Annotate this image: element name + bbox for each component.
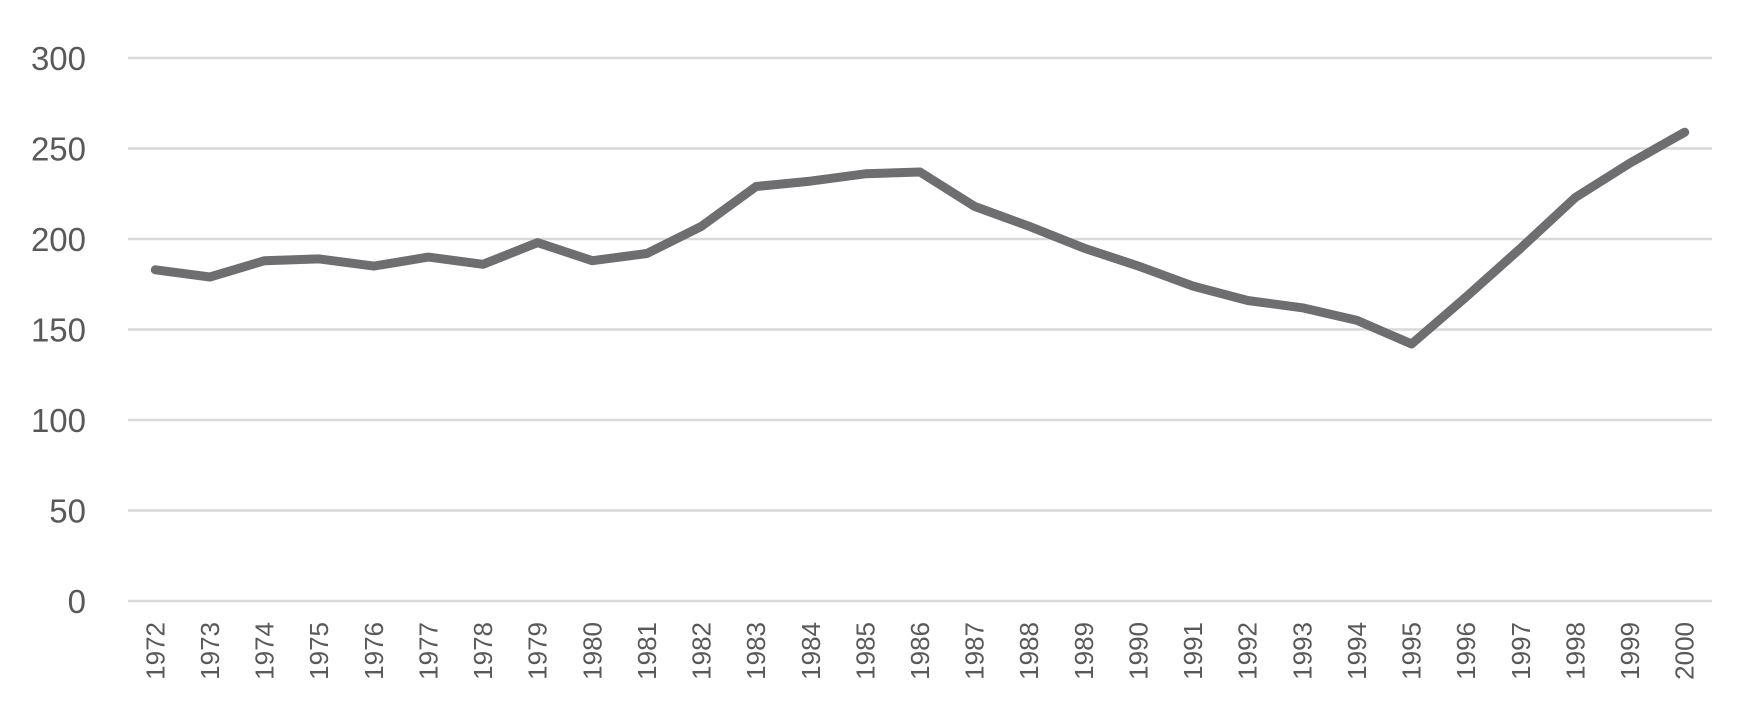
x-tick-label: 1981 bbox=[632, 622, 662, 680]
x-tick-label: 1977 bbox=[413, 622, 443, 680]
x-tick-label: 2000 bbox=[1670, 622, 1700, 680]
x-tick-label: 1990 bbox=[1123, 622, 1153, 680]
x-tick-label: 1978 bbox=[468, 622, 498, 680]
x-tick-label: 1992 bbox=[1233, 622, 1263, 680]
y-tick-label: 300 bbox=[31, 40, 86, 77]
x-tick-label: 1985 bbox=[850, 622, 880, 680]
x-tick-label: 1982 bbox=[687, 622, 717, 680]
x-tick-label: 1983 bbox=[741, 622, 771, 680]
x-tick-label: 1993 bbox=[1287, 622, 1317, 680]
y-tick-label: 150 bbox=[31, 312, 86, 349]
x-tick-label: 1974 bbox=[250, 622, 280, 680]
x-tick-label: 1988 bbox=[1014, 622, 1044, 680]
x-tick-label: 1980 bbox=[577, 622, 607, 680]
x-tick-label: 1991 bbox=[1178, 622, 1208, 680]
x-tick-label: 1975 bbox=[304, 622, 334, 680]
x-tick-label: 1973 bbox=[195, 622, 225, 680]
x-tick-label: 1976 bbox=[359, 622, 389, 680]
x-tick-label: 1997 bbox=[1506, 622, 1536, 680]
series bbox=[150, 127, 1690, 349]
gridlines bbox=[128, 56, 1712, 603]
y-tick-label: 0 bbox=[68, 583, 86, 620]
x-tick-label: 1987 bbox=[960, 622, 990, 680]
x-tick-label: 1979 bbox=[523, 622, 553, 680]
x-axis: 1972 1973 1974 1975 1976 1977 1978 1979 1980 1981… bbox=[140, 622, 1699, 680]
x-tick-label: 1984 bbox=[796, 622, 826, 680]
x-tick-label: 1999 bbox=[1615, 622, 1645, 680]
x-tick-label: 1972 bbox=[140, 622, 170, 680]
y-axis: 0 50 100 150 200 250 300 bbox=[31, 40, 86, 620]
x-tick-label: 1996 bbox=[1451, 622, 1481, 680]
x-tick-label: 1986 bbox=[905, 622, 935, 680]
y-tick-label: 50 bbox=[49, 493, 86, 530]
y-tick-label: 250 bbox=[31, 131, 86, 168]
x-tick-label: 1989 bbox=[1069, 622, 1099, 680]
y-tick-label: 100 bbox=[31, 402, 86, 439]
x-tick-label: 1998 bbox=[1560, 622, 1590, 680]
x-tick-label: 1995 bbox=[1397, 622, 1427, 680]
x-tick-label: 1994 bbox=[1342, 622, 1372, 680]
y-tick-label: 200 bbox=[31, 221, 86, 258]
